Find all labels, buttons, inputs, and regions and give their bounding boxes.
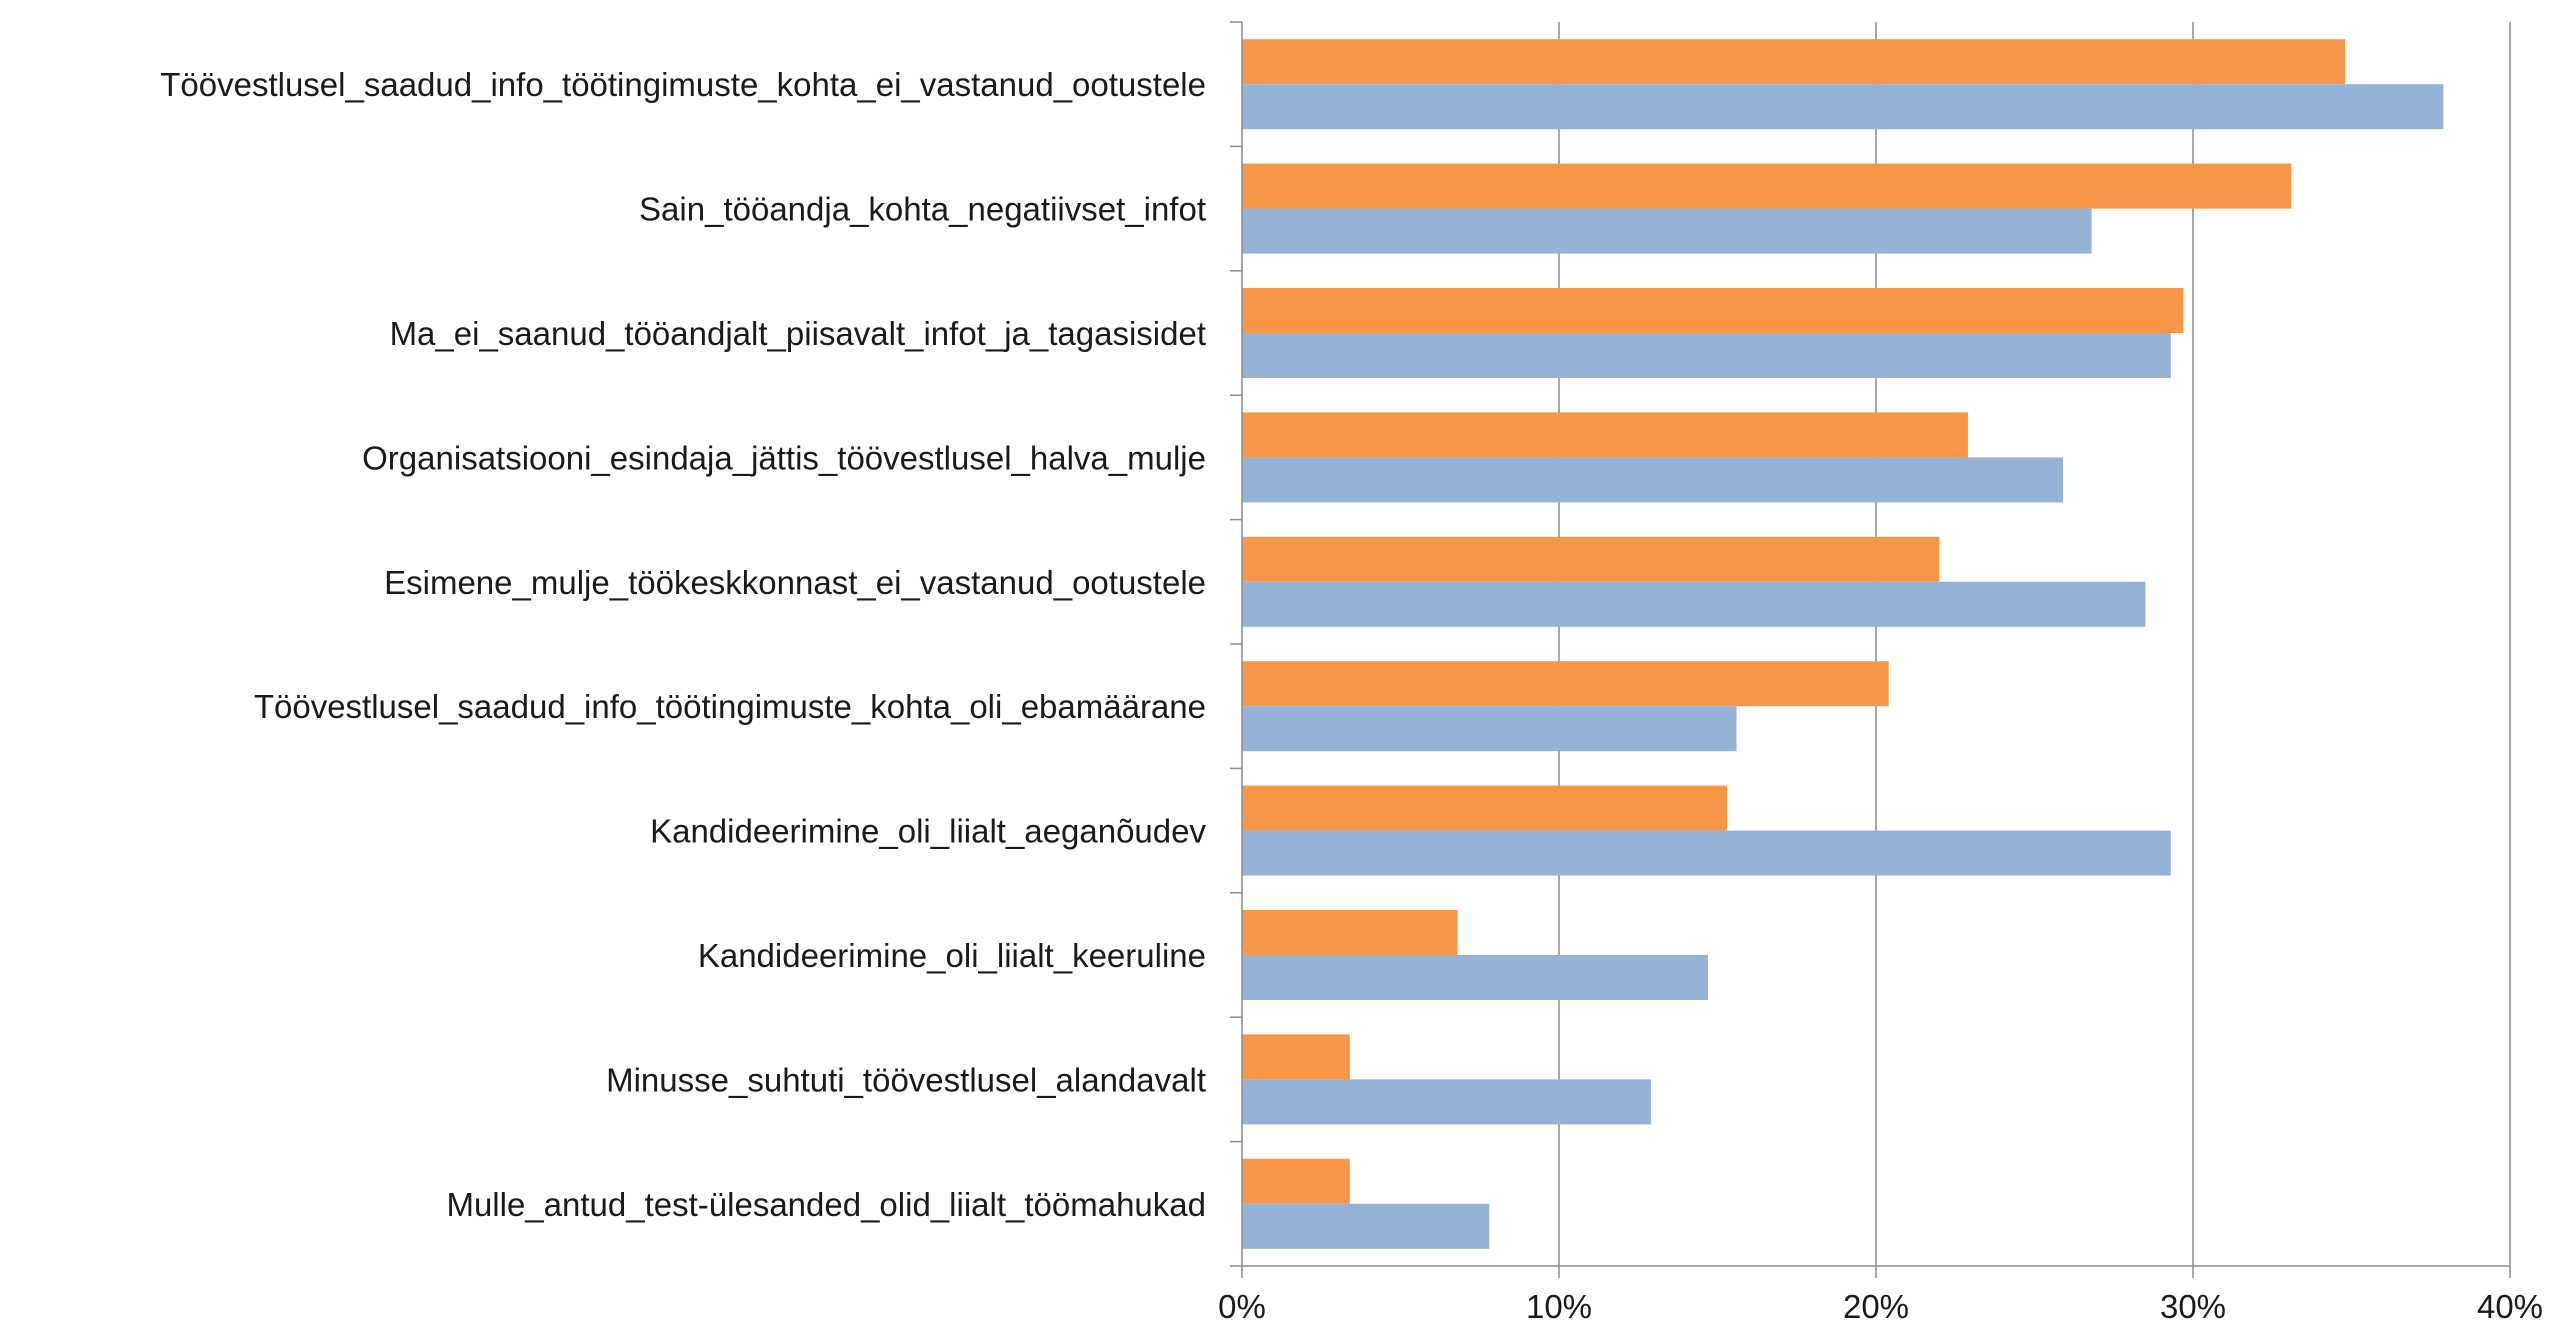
category-label: Esimene_mulje_töökeskkonnast_ei_vastanud… bbox=[384, 564, 1206, 601]
bar bbox=[1242, 1079, 1651, 1125]
bar bbox=[1242, 84, 2444, 130]
bar bbox=[1242, 163, 2292, 209]
bar bbox=[1242, 1034, 1350, 1080]
bar bbox=[1242, 457, 2064, 503]
category-label: Mulle_antud_test-ülesanded_olid_liialt_t… bbox=[446, 1186, 1206, 1223]
x-tick-label: 10% bbox=[1526, 1288, 1592, 1325]
bar bbox=[1242, 785, 1728, 831]
bar bbox=[1242, 1158, 1350, 1204]
bar bbox=[1242, 208, 2092, 254]
bar bbox=[1242, 581, 2146, 627]
bar bbox=[1242, 288, 2184, 333]
bar bbox=[1242, 706, 1737, 752]
x-tick-label: 20% bbox=[1843, 1288, 1909, 1325]
category-label: Minusse_suhtuti_töövestlusel_alandavalt bbox=[606, 1061, 1206, 1098]
category-label: Kandideerimine_oli_liialt_aeganõudev bbox=[650, 813, 1206, 850]
bar bbox=[1242, 910, 1458, 955]
category-label: Organisatsiooni_esindaja_jättis_töövestl… bbox=[362, 439, 1206, 476]
category-label: Ma_ei_saanud_tööandjalt_piisavalt_infot_… bbox=[390, 315, 1206, 352]
x-tick-label: 40% bbox=[2477, 1288, 2543, 1325]
bar bbox=[1242, 830, 2171, 876]
bar bbox=[1242, 333, 2171, 378]
x-tick-label: 30% bbox=[2160, 1288, 2226, 1325]
bar bbox=[1242, 536, 1940, 582]
category-label: Kandideerimine_oli_liialt_keeruline bbox=[698, 937, 1206, 974]
category-label: Sain_tööandja_kohta_negatiivset_infot bbox=[639, 191, 1206, 228]
bar bbox=[1242, 955, 1708, 1000]
bar bbox=[1242, 39, 2346, 85]
category-label: Töövestlusel_saadud_info_töötingimuste_k… bbox=[254, 688, 1206, 725]
bar bbox=[1242, 1203, 1490, 1249]
category-label: Töövestlusel_saadud_info_töötingimuste_k… bbox=[160, 66, 1206, 103]
x-tick-label: 0% bbox=[1218, 1288, 1266, 1325]
bar bbox=[1242, 412, 1968, 458]
bar bbox=[1242, 661, 1889, 707]
